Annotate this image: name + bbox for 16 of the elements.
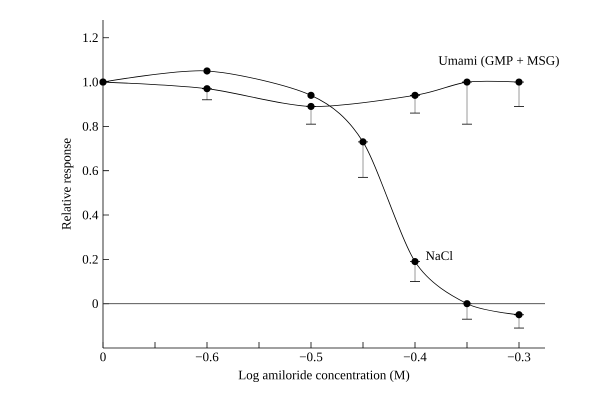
y-tick-label: 0.2	[82, 254, 98, 264]
x-axis-title: Log amiloride concentration (M)	[238, 370, 410, 382]
x-tick-label: −0.6	[196, 352, 218, 362]
series-label: NaCl	[426, 250, 453, 260]
y-tick-label: 1.2	[83, 33, 98, 42]
y-tick-label: 0.6	[82, 166, 98, 176]
x-tick-label: 0	[100, 352, 106, 362]
y-tick-label: 1.0	[83, 78, 98, 86]
series-label: Umami (GMP + MSG)	[438, 56, 559, 68]
y-axis-title: Relative response	[62, 138, 74, 230]
x-tick-label: −0.4	[404, 352, 427, 362]
y-tick-label: 0.8	[82, 122, 98, 131]
x-tick-label: −0.5	[300, 352, 322, 362]
y-tick-label: 0	[92, 299, 98, 308]
x-tick-label: −0.3	[508, 352, 530, 362]
y-tick-label: 0.4	[82, 210, 98, 220]
